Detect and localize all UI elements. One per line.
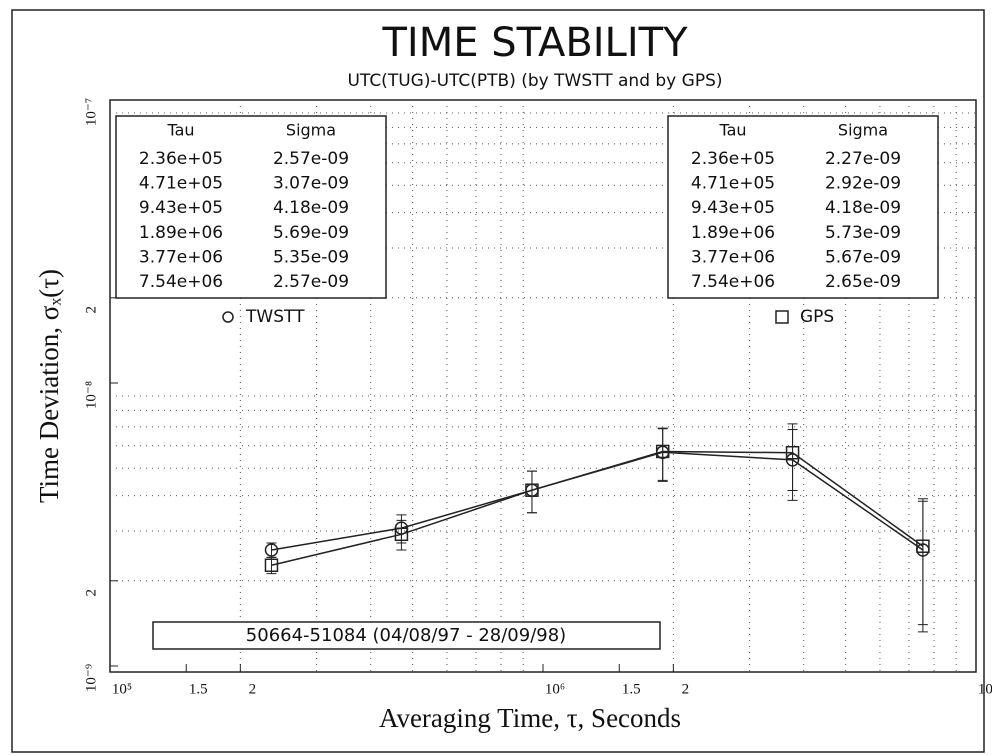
data-point (785, 445, 800, 460)
table-sigma: 4.18e-09 (825, 198, 901, 218)
chart-title: TIME STABILITY (382, 20, 689, 66)
table-tau: 2.36e+05 (139, 149, 223, 169)
table-tau: 7.54e+06 (691, 272, 775, 292)
series-line (271, 451, 924, 551)
x-tick-label: 1.5 (622, 681, 641, 697)
table-sigma: 2.92e-09 (825, 174, 901, 194)
table-sigma: 2.65e-09 (825, 272, 901, 292)
data-point (916, 539, 930, 553)
table-sigma: 5.67e-09 (825, 247, 901, 267)
table-tau: 7.54e+06 (139, 272, 223, 292)
table-header: Sigma (286, 121, 336, 140)
table-tau: 3.77e+06 (139, 247, 223, 267)
table-tau: 4.71e+05 (691, 174, 775, 194)
x-tick-label: 10⁷ (978, 681, 992, 697)
table-tau: 9.43e+05 (691, 198, 775, 218)
y-tick-label: 2 (83, 306, 99, 314)
x-tick-label: 10⁶ (545, 681, 565, 697)
error-bar (657, 427, 668, 481)
error-bar (526, 470, 537, 514)
error-bar (917, 498, 928, 626)
y-axis-label: Time Deviation, σₓ(τ) (34, 269, 64, 503)
table-tau: 1.89e+06 (691, 223, 775, 243)
series-line (271, 450, 924, 566)
table-sigma: 2.57e-09 (273, 149, 349, 169)
x-tick-label: 1.5 (189, 681, 208, 697)
annotation-box (152, 621, 661, 650)
table-box (667, 115, 939, 299)
table-header: Tau (718, 121, 746, 140)
x-axis-label: Averaging Time, τ, Seconds (379, 703, 681, 733)
data-point (394, 527, 409, 542)
x-tick-label: 2 (682, 681, 690, 697)
table-sigma: 5.35e-09 (273, 247, 349, 267)
data-point (525, 483, 539, 497)
table-header: Sigma (838, 121, 888, 140)
table-tau: 1.89e+06 (139, 223, 223, 243)
table-tau: 2.36e+05 (691, 149, 775, 169)
x-tick-label: 10⁵ (112, 681, 132, 697)
table-tau: 3.77e+06 (691, 247, 775, 267)
error-bar (787, 423, 798, 492)
table-tau: 4.71e+05 (139, 174, 223, 194)
data-point (655, 444, 670, 459)
table-sigma: 4.18e-09 (273, 198, 349, 218)
y-tick-label: 2 (83, 589, 99, 597)
outer-frame (11, 9, 985, 753)
y-tick-label: 10⁻⁷ (83, 98, 99, 126)
y-tick-label: 10⁻⁸ (83, 381, 99, 409)
table-sigma: 2.57e-09 (273, 272, 349, 292)
table-tau: 9.43e+05 (139, 198, 223, 218)
table-sigma: 5.69e-09 (273, 223, 349, 243)
table-sigma: 5.73e-09 (825, 223, 901, 243)
table-sigma: 2.27e-09 (825, 149, 901, 169)
data-point (264, 543, 279, 557)
x-tick-label: 2 (249, 681, 257, 697)
y-tick-label: 10⁻⁹ (83, 664, 99, 692)
error-bar (396, 519, 407, 551)
data-point (264, 558, 279, 572)
legend-marker (222, 311, 234, 323)
chart-subtitle: UTC(TUG)-UTC(PTB) (by TWSTT and by GPS) (347, 71, 722, 91)
table-sigma: 3.07e-09 (273, 174, 349, 194)
legend-marker (775, 310, 789, 324)
table-header: Tau (166, 121, 194, 140)
table-box (115, 115, 387, 299)
legend-label: TWSTT (245, 307, 305, 327)
legend-label: GPS (800, 307, 834, 327)
annotation: 50664-51084 (04/08/97 - 28/09/98) (246, 625, 566, 646)
